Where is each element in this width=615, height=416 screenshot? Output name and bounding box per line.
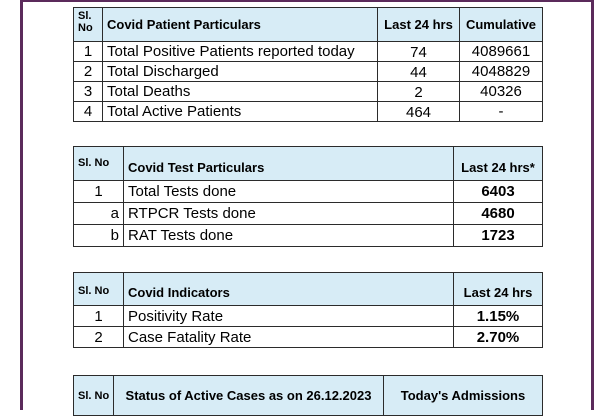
particular-cell: RTPCR Tests done [123, 202, 454, 225]
last-24-cell: 464 [377, 101, 460, 122]
sl-no-cell: b [73, 224, 124, 247]
table-header-row: Sl. No Status of Active Cases as on 26.1… [73, 375, 543, 416]
table-row: a RTPCR Tests done 4680 [73, 202, 543, 225]
table-header-row: Sl. No Covid Patient Particulars Last 24… [73, 7, 543, 42]
particular-cell: Case Fatality Rate [123, 326, 454, 348]
value-cell: 4680 [453, 202, 543, 225]
sl-no-cell: 1 [73, 41, 103, 62]
sl-no-cell: 2 [73, 326, 124, 348]
last-24-cell: 44 [377, 61, 460, 82]
table-row: 1 Positivity Rate 1.15% [73, 305, 543, 327]
table-row: 2 Total Discharged 44 4048829 [73, 61, 543, 82]
value-cell: 2.70% [453, 326, 543, 348]
last-24-hrs-header: Last 24 hrs [453, 272, 543, 306]
particular-cell: Total Active Patients [102, 101, 378, 122]
sl-no-cell: a [73, 202, 124, 225]
last-24-cell: 74 [377, 41, 460, 62]
cumulative-cell: 40326 [459, 81, 543, 102]
sl-no-cell: 1 [73, 305, 124, 327]
sl-no-cell: 2 [73, 61, 103, 82]
particular-cell: Positivity Rate [123, 305, 454, 327]
sl-no-header: Sl. No [73, 375, 114, 416]
table-row: 2 Case Fatality Rate 2.70% [73, 326, 543, 348]
cumulative-header: Cumulative [459, 7, 543, 42]
particulars-header: Covid Test Particulars [123, 146, 454, 181]
table-row: 4 Total Active Patients 464 - [73, 101, 543, 122]
sl-no-cell: 1 [73, 180, 124, 203]
particular-cell: Total Discharged [102, 61, 378, 82]
cumulative-cell: 4089661 [459, 41, 543, 62]
cumulative-cell: 4048829 [459, 61, 543, 82]
page-frame-top [20, 0, 594, 2]
covid-test-table: Sl. No Covid Test Particulars Last 24 hr… [73, 146, 543, 247]
particulars-header: Covid Indicators [123, 272, 454, 306]
particular-cell: Total Deaths [102, 81, 378, 102]
particular-cell: Total Tests done [123, 180, 454, 203]
table-header-row: Sl. No Covid Test Particulars Last 24 hr… [73, 146, 543, 181]
table-row: b RAT Tests done 1723 [73, 224, 543, 247]
sl-no-header: Sl. No [73, 146, 124, 181]
value-cell: 1.15% [453, 305, 543, 327]
sl-no-header: Sl. No [73, 7, 103, 42]
cumulative-cell: - [459, 101, 543, 122]
table-header-row: Sl. No Covid Indicators Last 24 hrs [73, 272, 543, 306]
last-24-hrs-header: Last 24 hrs* [453, 146, 543, 181]
last-24-cell: 2 [377, 81, 460, 102]
particular-cell: Total Positive Patients reported today [102, 41, 378, 62]
particular-cell: RAT Tests done [123, 224, 454, 247]
active-cases-table: Sl. No Status of Active Cases as on 26.1… [73, 375, 543, 416]
sl-no-cell: 4 [73, 101, 103, 122]
table-row: 3 Total Deaths 2 40326 [73, 81, 543, 102]
page-frame-left [20, 0, 23, 410]
value-cell: 6403 [453, 180, 543, 203]
table-row: 1 Total Positive Patients reported today… [73, 41, 543, 62]
table-row: 1 Total Tests done 6403 [73, 180, 543, 203]
particulars-header: Covid Patient Particulars [102, 7, 378, 42]
covid-patient-table: Sl. No Covid Patient Particulars Last 24… [73, 7, 543, 122]
sl-no-header: Sl. No [73, 272, 124, 306]
last-24-hrs-header: Last 24 hrs [377, 7, 460, 42]
page-frame-right [591, 0, 594, 410]
value-cell: 1723 [453, 224, 543, 247]
covid-indicators-table: Sl. No Covid Indicators Last 24 hrs 1 Po… [73, 272, 543, 348]
sl-no-cell: 3 [73, 81, 103, 102]
